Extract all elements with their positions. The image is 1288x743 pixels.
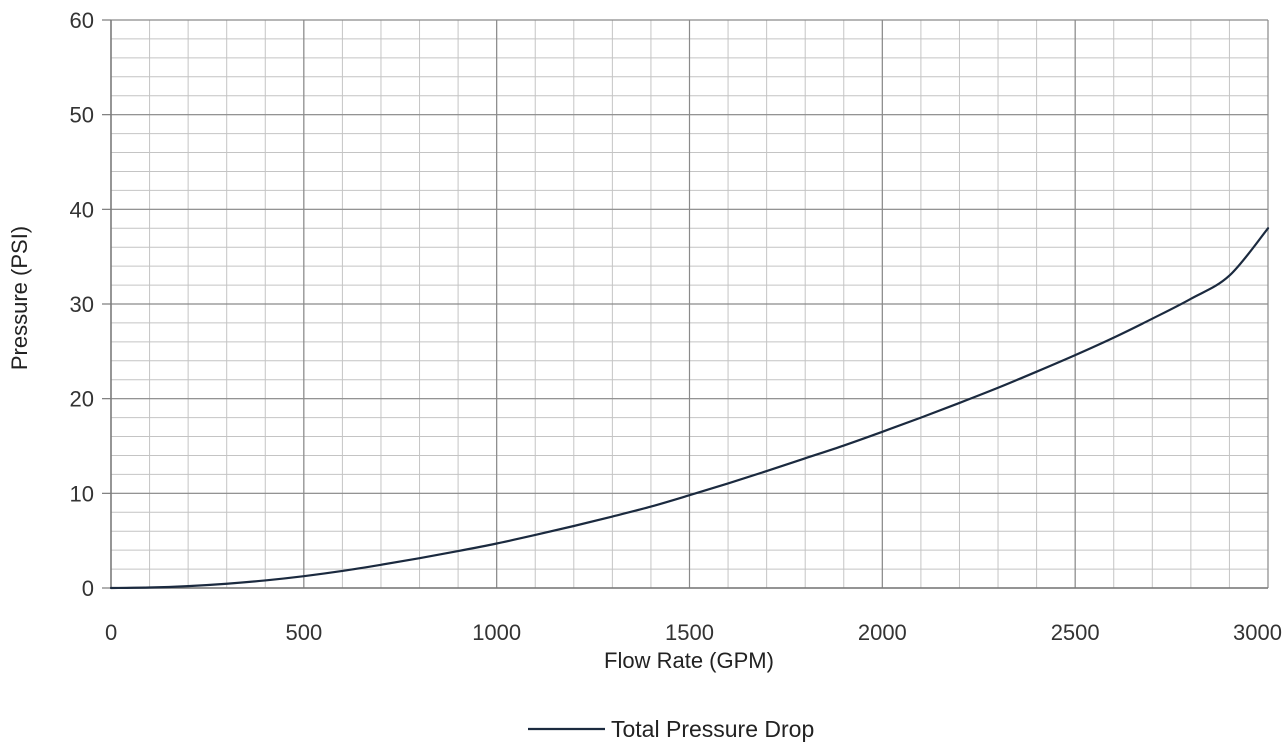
x-tick-label: 2000 [858, 620, 907, 645]
y-axis-title: Pressure (PSI) [7, 226, 32, 370]
x-tick-label: 2500 [1051, 620, 1100, 645]
y-tick-label: 0 [82, 576, 94, 601]
x-tick-label: 3000 [1233, 620, 1282, 645]
x-tick-label: 0 [105, 620, 117, 645]
legend: Total Pressure Drop [528, 716, 814, 742]
major-gridlines [110, 19, 1269, 589]
y-tick-label: 10 [70, 481, 94, 506]
x-tick-label: 500 [285, 620, 322, 645]
y-tick-labels: 0 10 20 30 40 50 60 [70, 8, 94, 601]
x-tick-labels: 0 500 1000 1500 2000 2500 3000 [105, 620, 1282, 645]
y-tick-label: 30 [70, 292, 94, 317]
x-tick-label: 1500 [665, 620, 714, 645]
legend-label: Total Pressure Drop [611, 716, 814, 742]
y-tick-label: 60 [70, 8, 94, 33]
x-tick-label: 1000 [472, 620, 521, 645]
series-line-total-pressure-drop [109, 227, 1270, 590]
series-lines [109, 227, 1270, 590]
y-tick-label: 20 [70, 387, 94, 412]
y-tick-label: 50 [70, 103, 94, 128]
x-axis-title: Flow Rate (GPM) [604, 648, 774, 673]
axes [102, 19, 1268, 589]
y-tick-label: 40 [70, 197, 94, 222]
